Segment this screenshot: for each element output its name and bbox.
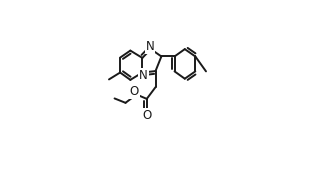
Text: O: O: [142, 109, 151, 122]
Text: O: O: [130, 85, 139, 98]
Text: N: N: [139, 69, 148, 82]
Text: N: N: [146, 40, 154, 53]
